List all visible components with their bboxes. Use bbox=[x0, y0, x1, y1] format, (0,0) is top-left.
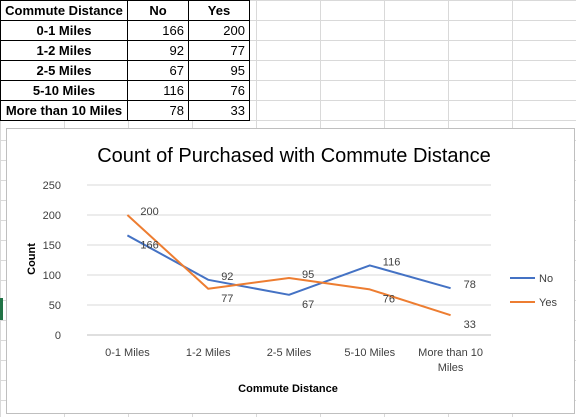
y-tick-label: 100 bbox=[43, 270, 61, 282]
y-tick-label: 150 bbox=[43, 240, 61, 252]
data-label[interactable]: 78 bbox=[464, 279, 476, 291]
data-label[interactable]: 92 bbox=[221, 271, 233, 283]
series-line-no[interactable] bbox=[126, 234, 451, 296]
data-label[interactable]: 77 bbox=[221, 293, 233, 305]
data-label[interactable]: 95 bbox=[302, 269, 314, 281]
row-label-cell[interactable]: 1-2 Miles bbox=[0, 40, 128, 61]
header-cell[interactable]: No bbox=[127, 0, 189, 21]
y-tick-label: 250 bbox=[43, 180, 61, 192]
header-cell[interactable]: Commute Distance bbox=[0, 0, 128, 21]
y-tick-label: 0 bbox=[55, 330, 61, 342]
row-label-cell[interactable]: 0-1 Miles bbox=[0, 20, 128, 41]
table-header-row: Commute Distance No Yes bbox=[0, 0, 250, 21]
y-tick-label: 50 bbox=[49, 300, 61, 312]
x-tick-label: 2-5 Miles bbox=[267, 347, 312, 359]
value-cell[interactable]: 95 bbox=[188, 60, 250, 81]
value-cell[interactable]: 67 bbox=[127, 60, 189, 81]
table-row: 0-1 Miles 166 200 bbox=[0, 20, 250, 41]
table-row: More than 10 Miles 78 33 bbox=[0, 100, 250, 121]
value-cell[interactable]: 78 bbox=[127, 100, 189, 121]
data-label[interactable]: 166 bbox=[140, 239, 158, 251]
x-tick-label: 5-10 Miles bbox=[344, 347, 395, 359]
data-label[interactable]: 76 bbox=[383, 293, 395, 305]
x-axis-title[interactable]: Commute Distance bbox=[238, 383, 338, 395]
x-tick-label: More than 10 bbox=[418, 347, 483, 359]
x-axis-ticks: 0-1 Miles 1-2 Miles 2-5 Miles 5-10 Miles Mor… bbox=[105, 347, 483, 374]
value-cell[interactable]: 166 bbox=[127, 20, 189, 41]
value-cell[interactable]: 92 bbox=[127, 40, 189, 61]
row-label-cell[interactable]: 5-10 Miles bbox=[0, 80, 128, 101]
data-table: Commute Distance No Yes 0-1 Miles 166 20… bbox=[0, 0, 250, 121]
table-row: 2-5 Miles 67 95 bbox=[0, 60, 250, 81]
legend[interactable]: No Yes bbox=[510, 273, 557, 309]
x-tick-label: 0-1 Miles bbox=[105, 347, 150, 359]
chart-title[interactable]: Count of Purchased with Commute Distance bbox=[97, 145, 491, 167]
y-axis-title[interactable]: Count bbox=[26, 243, 38, 275]
legend-label-yes[interactable]: Yes bbox=[539, 297, 557, 309]
data-label[interactable]: 33 bbox=[464, 319, 476, 331]
header-cell[interactable]: Yes bbox=[188, 0, 250, 21]
gridlines bbox=[87, 184, 491, 336]
line-chart[interactable]: Count of Purchased with Commute Distance… bbox=[6, 128, 575, 414]
data-label[interactable]: 200 bbox=[140, 206, 158, 218]
table-row: 5-10 Miles 116 76 bbox=[0, 80, 250, 101]
chart-canvas: Count of Purchased with Commute Distance… bbox=[26, 145, 557, 395]
data-label[interactable]: 116 bbox=[383, 256, 401, 268]
series-lines[interactable] bbox=[126, 214, 451, 317]
x-tick-label: 1-2 Miles bbox=[186, 347, 231, 359]
data-label[interactable]: 67 bbox=[302, 299, 314, 311]
table-row: 1-2 Miles 92 77 bbox=[0, 40, 250, 61]
row-label-cell[interactable]: 2-5 Miles bbox=[0, 60, 128, 81]
data-labels[interactable]: 166 92 67 116 78 200 77 95 76 33 bbox=[140, 206, 475, 331]
value-cell[interactable]: 200 bbox=[188, 20, 250, 41]
x-tick-label: Miles bbox=[438, 362, 464, 374]
value-cell[interactable]: 76 bbox=[188, 80, 250, 101]
value-cell[interactable]: 77 bbox=[188, 40, 250, 61]
series-line-yes[interactable] bbox=[126, 214, 451, 317]
legend-label-no[interactable]: No bbox=[539, 273, 553, 285]
value-cell[interactable]: 33 bbox=[188, 100, 250, 121]
selection-edge-marker bbox=[0, 298, 3, 320]
y-axis-ticks: 0 50 100 150 200 250 bbox=[43, 180, 61, 342]
row-label-cell[interactable]: More than 10 Miles bbox=[0, 100, 128, 121]
value-cell[interactable]: 116 bbox=[127, 80, 189, 101]
y-tick-label: 200 bbox=[43, 210, 61, 222]
